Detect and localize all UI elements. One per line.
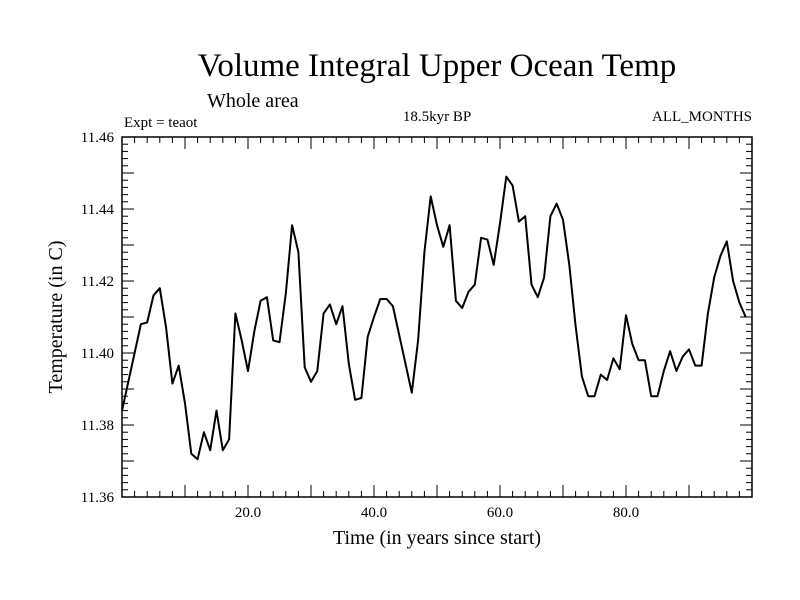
y-tick-label: 11.42 bbox=[81, 274, 114, 290]
plot-frame bbox=[121, 136, 753, 498]
y-axis-label: Temperature (in C) bbox=[45, 241, 67, 394]
months-label: ALL_MONTHS bbox=[652, 109, 752, 125]
chart-title: Volume Integral Upper Ocean Temp bbox=[198, 48, 676, 84]
x-tick-label: 40.0 bbox=[361, 505, 387, 521]
x-tick-label: 60.0 bbox=[487, 505, 513, 521]
axis-ticks bbox=[122, 137, 752, 497]
period-label: 18.5kyr BP bbox=[403, 109, 471, 125]
x-tick-label: 80.0 bbox=[613, 505, 639, 521]
y-tick-label: 11.38 bbox=[81, 418, 114, 434]
experiment-label: Expt = teaot bbox=[124, 115, 198, 131]
x-axis-label: Time (in years since start) bbox=[333, 527, 541, 549]
x-tick-label: 20.0 bbox=[235, 505, 261, 521]
series-line-teaot bbox=[121, 175, 747, 461]
chart-subtitle: Whole area bbox=[207, 90, 299, 112]
y-tick-label: 11.36 bbox=[81, 490, 115, 506]
y-tick-label: 11.44 bbox=[81, 202, 115, 218]
y-tick-label: 11.40 bbox=[81, 346, 114, 362]
y-tick-label: 11.46 bbox=[81, 130, 115, 146]
axis-tick-labels: 20.0 40.0 60.0 80.0 11.36 11.38 11.40 11.42 11.4… bbox=[81, 130, 639, 521]
